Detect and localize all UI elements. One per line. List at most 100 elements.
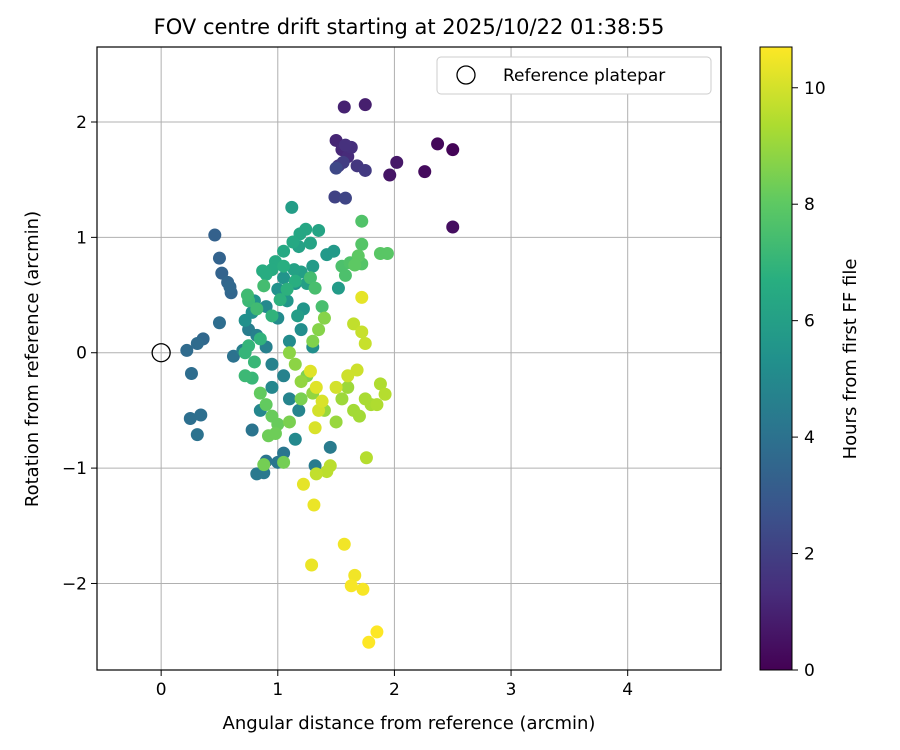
data-point [282, 346, 296, 360]
data-point [390, 155, 404, 169]
data-point [329, 380, 343, 394]
data-point [303, 271, 317, 285]
data-point [257, 458, 271, 472]
data-point [338, 268, 352, 282]
legend-box [436, 56, 712, 95]
legend-marker-reference [456, 65, 476, 85]
data-point [273, 293, 287, 307]
data-point [247, 355, 261, 369]
data-point [358, 98, 372, 112]
grid [97, 47, 721, 670]
data-point [306, 334, 320, 348]
data-point [348, 568, 362, 582]
data-point [285, 200, 299, 214]
data-point [265, 309, 279, 323]
data-point [370, 625, 384, 639]
data-point [190, 428, 204, 442]
colorbar-tick-label: 0 [804, 661, 815, 681]
data-point [312, 323, 326, 337]
data-point [288, 274, 302, 288]
x-axis-ticks: 0 1 2 3 4 [156, 670, 633, 700]
data-point [226, 349, 240, 363]
data-point [383, 168, 397, 182]
data-point [329, 415, 343, 429]
x-tick-label: 4 [622, 680, 633, 700]
legend: Reference platepar [436, 56, 712, 95]
data-point [303, 364, 317, 378]
data-point [328, 190, 342, 204]
data-point [288, 357, 302, 371]
colorbar-tick-label: 2 [804, 545, 815, 565]
data-point [331, 281, 345, 295]
data-point [259, 398, 273, 412]
x-axis-label: Angular distance from reference (arcmin) [223, 713, 596, 734]
data-point [294, 375, 308, 389]
data-point [309, 380, 323, 394]
data-point [291, 309, 305, 323]
data-point [212, 251, 226, 265]
data-point [265, 380, 279, 394]
colorbar-tick-label: 10 [804, 79, 826, 99]
data-point [337, 100, 351, 114]
x-tick-label: 3 [506, 680, 517, 700]
data-point [277, 259, 291, 273]
y-tick-label: 1 [76, 228, 87, 248]
data-point [418, 165, 432, 179]
data-point [362, 635, 376, 649]
data-point [303, 236, 317, 250]
data-point [296, 477, 310, 491]
data-point [184, 366, 198, 380]
data-point [257, 279, 271, 293]
data-point [183, 411, 197, 425]
data-point [315, 394, 329, 408]
colorbar-label: Hours from first FF file [840, 259, 861, 460]
data-point [337, 537, 351, 551]
data-point [307, 498, 321, 512]
data-point [282, 334, 296, 348]
data-point [329, 161, 343, 175]
data-point [294, 323, 308, 337]
data-point [370, 398, 384, 412]
data-point [355, 214, 369, 228]
data-point [208, 228, 222, 242]
data-point [277, 369, 291, 383]
data-point [250, 302, 264, 316]
data-point [355, 290, 369, 304]
reference-platepar-marker [151, 343, 171, 363]
data-point [265, 357, 279, 371]
y-tick-label: 0 [76, 344, 87, 364]
data-point [309, 467, 323, 481]
data-point [282, 392, 296, 406]
data-point [277, 271, 291, 285]
data-point [338, 138, 352, 152]
data-point [352, 409, 366, 423]
data-point [256, 264, 270, 278]
y-tick-label: −1 [62, 459, 87, 479]
y-tick-label: −2 [62, 574, 87, 594]
data-point [268, 426, 282, 440]
data-point [320, 465, 334, 479]
data-point [344, 579, 358, 593]
data-point [348, 258, 362, 272]
data-point [359, 451, 373, 465]
y-tick-label: 2 [76, 113, 87, 133]
data-point [446, 220, 460, 234]
data-point [335, 392, 349, 406]
data-point [215, 266, 229, 280]
chart-title: FOV centre drift starting at 2025/10/22 … [154, 15, 665, 39]
colorbar [759, 46, 793, 671]
data-point [282, 415, 296, 429]
colorbar-tick-label: 6 [804, 312, 815, 332]
data-point [294, 392, 308, 406]
data-point [317, 311, 331, 325]
data-point [292, 403, 306, 417]
colorbar-ticks: 0 2 4 6 8 10 [792, 79, 826, 681]
data-point [327, 244, 341, 258]
y-axis-ticks: −2 −1 0 1 2 [62, 113, 97, 594]
data-points [151, 98, 460, 649]
data-point [277, 244, 291, 258]
x-tick-label: 0 [156, 680, 167, 700]
data-point [431, 137, 445, 151]
